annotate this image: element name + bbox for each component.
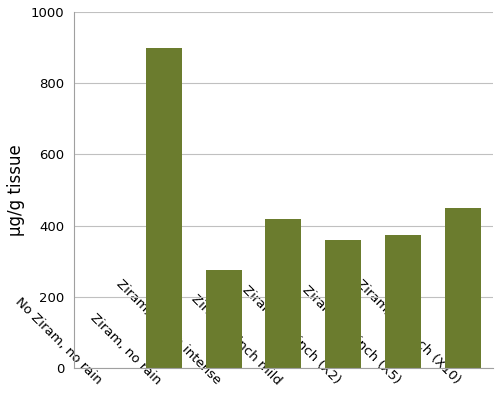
Bar — [445, 208, 481, 368]
Bar — [266, 219, 302, 368]
Y-axis label: µg/g tissue: µg/g tissue — [7, 144, 25, 236]
Bar — [146, 48, 182, 368]
Bar — [206, 270, 242, 368]
Bar — [326, 240, 362, 368]
Bar — [386, 234, 421, 368]
